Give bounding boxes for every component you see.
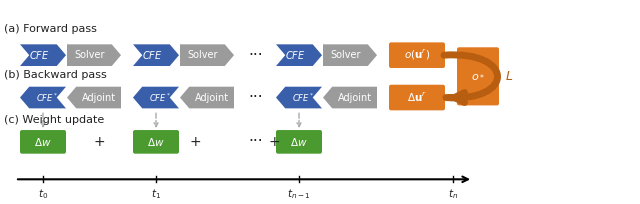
Polygon shape <box>180 87 234 108</box>
Text: $o(\mathbf{u}^r)$: $o(\mathbf{u}^r)$ <box>404 48 430 62</box>
Text: (b) Backward pass: (b) Backward pass <box>4 70 107 80</box>
Text: $t_0$: $t_0$ <box>38 187 48 201</box>
Text: $CFE$: $CFE$ <box>143 49 163 61</box>
Text: $CFE^*$: $CFE^*$ <box>149 91 172 104</box>
Polygon shape <box>323 87 377 108</box>
Polygon shape <box>20 87 66 108</box>
Polygon shape <box>180 44 234 66</box>
Text: $CFE^*$: $CFE^*$ <box>292 91 315 104</box>
Polygon shape <box>323 44 377 66</box>
FancyBboxPatch shape <box>20 130 66 154</box>
Text: $\Delta w$: $\Delta w$ <box>290 136 308 148</box>
Text: +: + <box>189 135 201 149</box>
Polygon shape <box>133 87 179 108</box>
Text: (a) Forward pass: (a) Forward pass <box>4 24 97 34</box>
Text: +: + <box>268 135 280 149</box>
Text: Solver: Solver <box>187 50 218 60</box>
Text: $\Delta \mathbf{u}^r$: $\Delta \mathbf{u}^r$ <box>407 91 427 104</box>
Text: $o_*$: $o_*$ <box>471 71 485 81</box>
Text: $CFE$: $CFE$ <box>29 49 50 61</box>
FancyBboxPatch shape <box>457 47 499 105</box>
Text: $CFE$: $CFE$ <box>285 49 306 61</box>
Text: $\Delta w$: $\Delta w$ <box>34 136 52 148</box>
Text: Solver: Solver <box>74 50 104 60</box>
FancyBboxPatch shape <box>276 130 322 154</box>
Text: Solver: Solver <box>330 50 360 60</box>
Text: $L$: $L$ <box>505 70 513 83</box>
FancyBboxPatch shape <box>389 85 445 110</box>
Text: Adjoint: Adjoint <box>81 93 116 103</box>
Polygon shape <box>276 44 322 66</box>
Text: ···: ··· <box>249 48 263 63</box>
Text: ···: ··· <box>249 134 263 149</box>
Text: $t_n$: $t_n$ <box>448 187 458 201</box>
Text: Adjoint: Adjoint <box>195 93 228 103</box>
FancyBboxPatch shape <box>133 130 179 154</box>
Text: +: + <box>93 135 106 149</box>
Text: ···: ··· <box>249 90 263 105</box>
Text: $t_{n-1}$: $t_{n-1}$ <box>287 187 311 201</box>
Text: (c) Weight update: (c) Weight update <box>4 115 104 125</box>
Polygon shape <box>133 44 179 66</box>
Polygon shape <box>276 87 322 108</box>
Text: Adjoint: Adjoint <box>337 93 372 103</box>
Polygon shape <box>20 44 66 66</box>
Polygon shape <box>67 87 121 108</box>
Text: $\Delta w$: $\Delta w$ <box>147 136 164 148</box>
Text: $t_1$: $t_1$ <box>151 187 161 201</box>
Text: $CFE^*$: $CFE^*$ <box>36 91 59 104</box>
Polygon shape <box>67 44 121 66</box>
FancyBboxPatch shape <box>389 42 445 68</box>
